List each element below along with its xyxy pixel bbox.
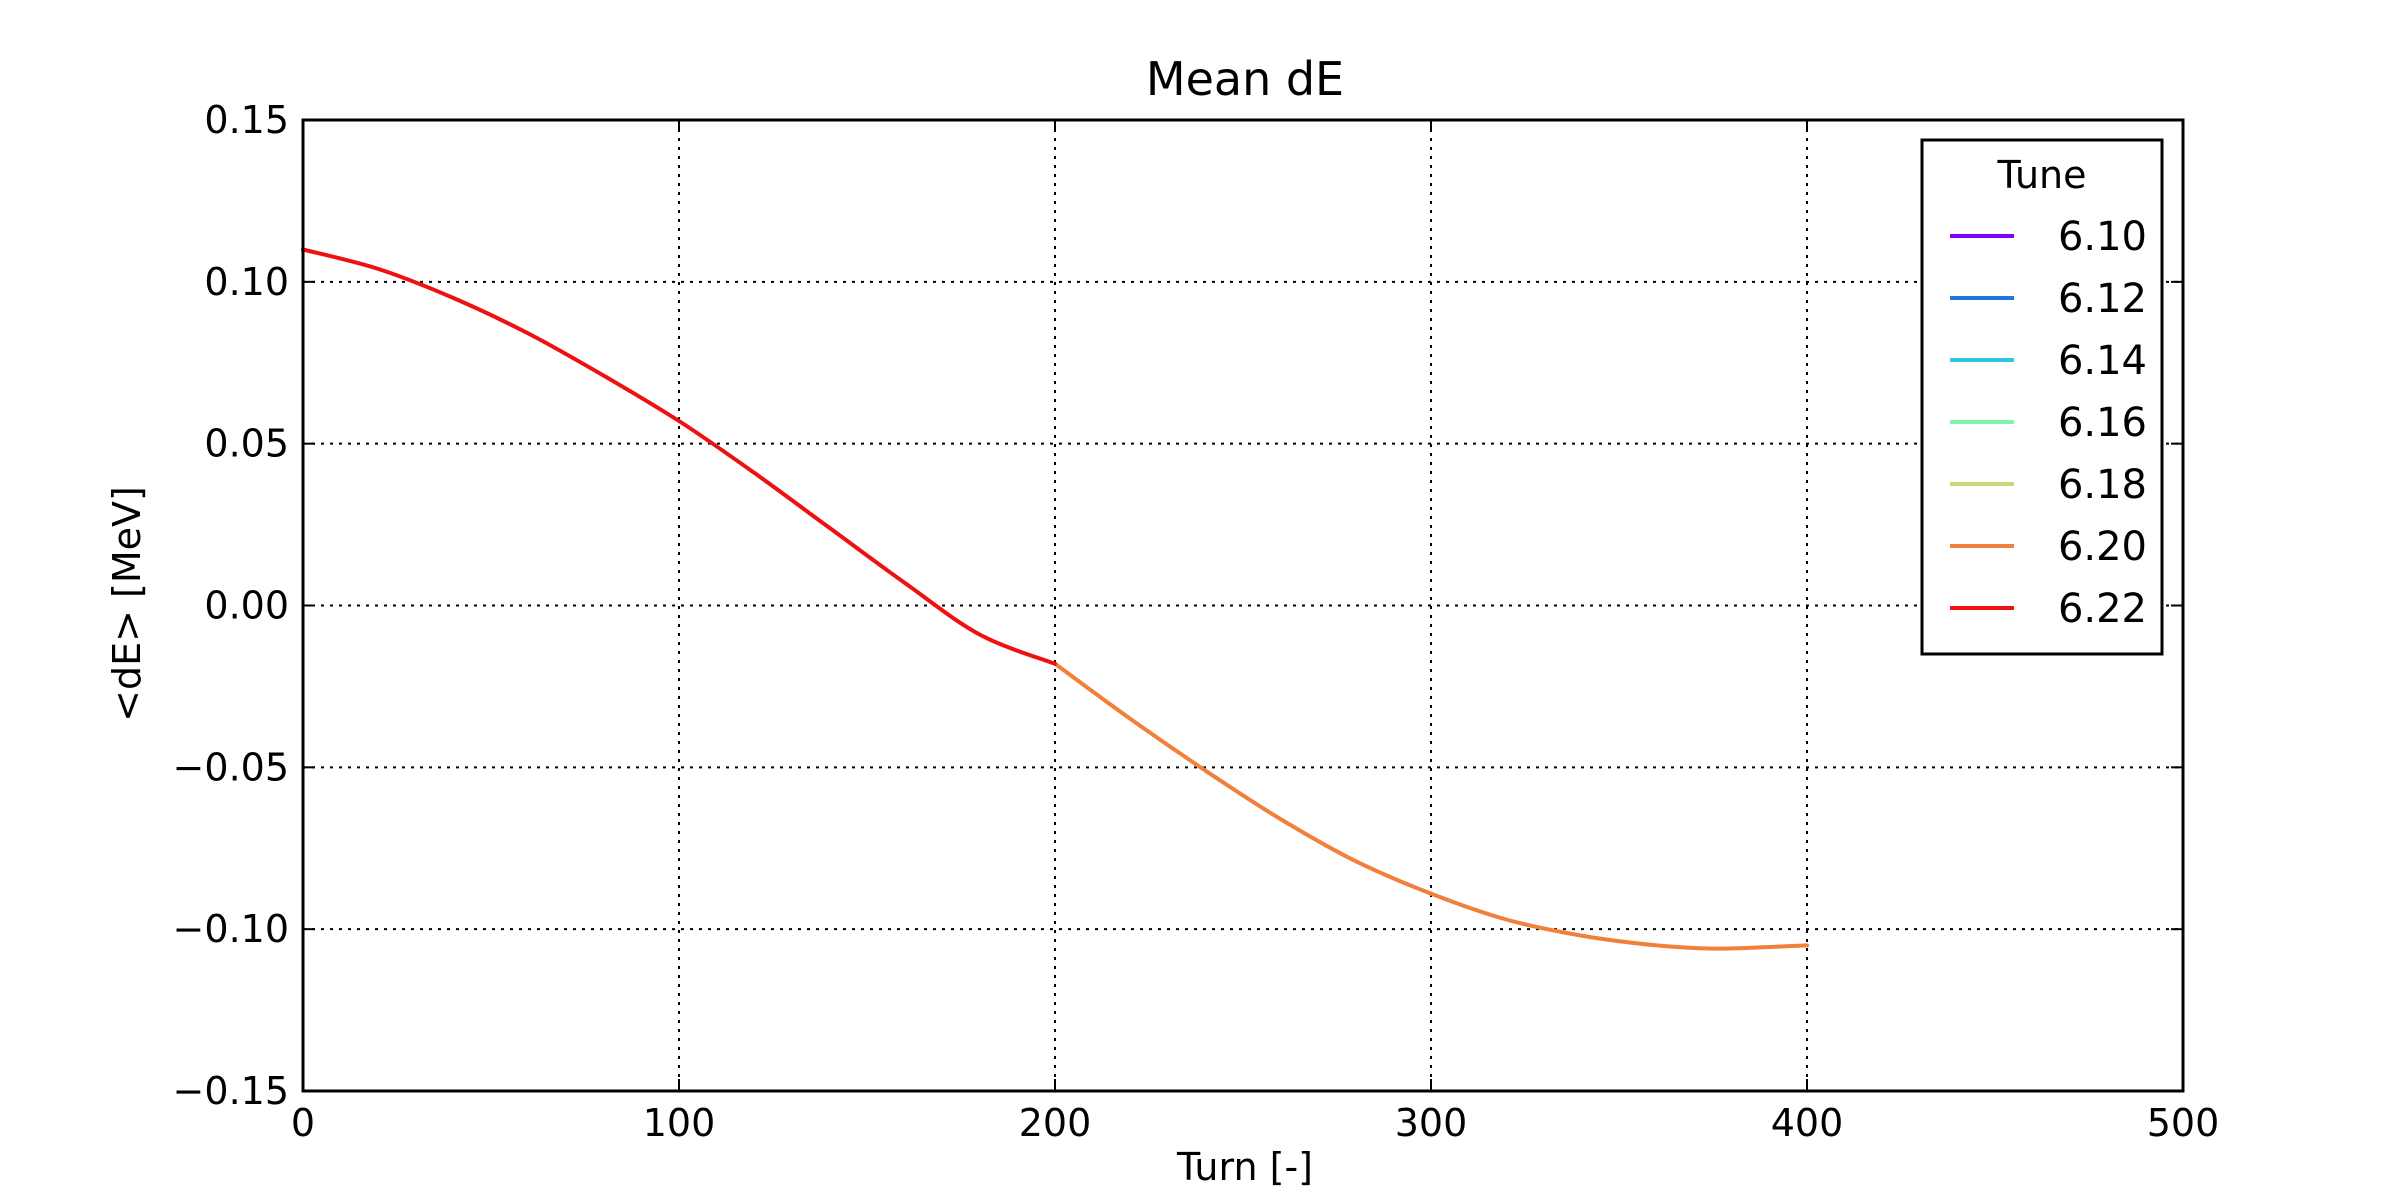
- legend-title: Tune: [1997, 153, 2087, 197]
- y-axis-label: <dE> [MeV]: [105, 486, 149, 722]
- legend-box: [1920, 138, 2164, 656]
- y-tick-label: −0.05: [173, 745, 289, 789]
- legend-entry-label: 6.20: [2058, 524, 2147, 570]
- x-tick-label: 300: [1395, 1101, 1468, 1145]
- legend-entry-label: 6.16: [2058, 400, 2147, 446]
- series-line-6-20: [1053, 661, 1809, 951]
- y-tick-label: 0.00: [204, 584, 289, 628]
- legend-entry-label: 6.18: [2058, 462, 2147, 508]
- y-tick-label: −0.15: [173, 1069, 289, 1113]
- x-tick-label: 200: [1019, 1101, 1092, 1145]
- x-tick-label: 100: [643, 1101, 716, 1145]
- axis-ticks: 0 100 200 300 400 500 −0.15 −0.10 −0.05 0.00 0.05 0…: [173, 98, 2220, 1145]
- y-tick-label: 0.15: [204, 98, 289, 142]
- y-tick-label: 0.05: [204, 422, 289, 466]
- chart-title: Mean dE: [1146, 52, 1344, 106]
- x-tick-label: 400: [1771, 1101, 1844, 1145]
- legend-entry-label: 6.22: [2058, 586, 2147, 632]
- series-line-6-22: [301, 247, 1057, 666]
- y-tick-label: −0.10: [173, 907, 289, 951]
- x-tick-label: 500: [2147, 1101, 2220, 1145]
- legend-entry-label: 6.14: [2058, 338, 2147, 384]
- x-tick-label: 0: [291, 1101, 315, 1145]
- x-axis-label: Turn [-]: [1176, 1145, 1313, 1189]
- legend-entry-label: 6.12: [2058, 276, 2147, 322]
- series-lines: [301, 247, 1809, 951]
- y-tick-label: 0.10: [204, 260, 289, 304]
- legend-entry-label: 6.10: [2058, 214, 2147, 260]
- grid: [303, 120, 2183, 1091]
- legend: Tune 6.10 6.12 6.14 6.16 6.18 6.20 6.22: [1920, 138, 2164, 656]
